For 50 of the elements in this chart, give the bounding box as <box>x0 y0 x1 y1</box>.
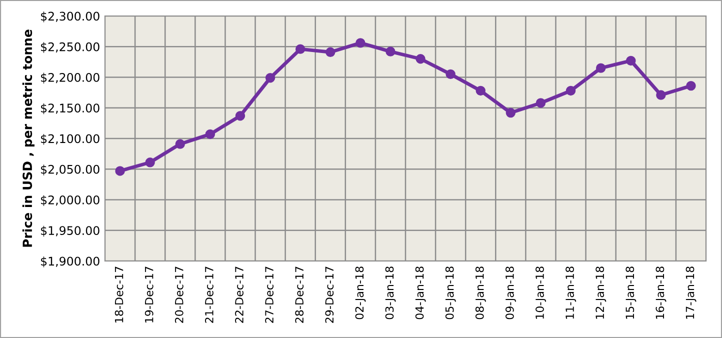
x-tick-label: 04-Jan-18 <box>415 266 426 320</box>
y-tick-label: $2,200.00 <box>41 72 100 84</box>
point <box>205 129 216 140</box>
y-tick-label: $1,950.00 <box>41 226 100 237</box>
point <box>506 108 516 118</box>
y-tick-label: $2,250.00 <box>41 42 100 53</box>
point <box>446 69 456 80</box>
point <box>626 56 636 66</box>
point <box>265 73 276 83</box>
y-tick-label: $2,000.00 <box>41 195 100 206</box>
point <box>596 63 606 73</box>
point <box>476 86 486 96</box>
point <box>175 139 185 149</box>
point <box>416 54 426 64</box>
point <box>386 46 396 56</box>
x-tick-label: 10-Jan-18 <box>536 266 546 319</box>
y-tick-label: $2,050.00 <box>41 164 100 176</box>
x-tick-label: 15-Jan-18 <box>626 266 636 319</box>
x-tick-label: 18-Dec-17 <box>114 266 124 322</box>
point <box>536 98 546 108</box>
x-tick-label: 20-Dec-17 <box>174 266 184 323</box>
point <box>295 44 306 54</box>
x-tick-label: 27-Dec-17 <box>265 266 274 323</box>
x-tick-label: 09-Jan-18 <box>505 266 516 320</box>
y-axis-title: Price in USD , per metric tonne <box>22 30 34 247</box>
point <box>656 90 666 100</box>
x-tick-label: 21-Dec-17 <box>204 266 214 323</box>
y-tick-label: $2,100.00 <box>41 134 100 145</box>
point <box>235 110 246 121</box>
point <box>145 158 155 168</box>
x-tick-label: 19-Dec-17 <box>144 266 154 322</box>
x-tick-label: 02-Jan-18 <box>355 266 366 320</box>
x-tick-label: 16-Jan-18 <box>656 266 666 319</box>
x-tick-label: 29-Dec-17 <box>325 266 334 323</box>
point <box>326 47 336 57</box>
x-tick-label: 08-Jan-18 <box>475 266 486 320</box>
x-tick-label: 05-Jan-18 <box>445 266 456 320</box>
x-tick-label: 17-Jan-18 <box>686 266 696 319</box>
x-tick-label: 03-Jan-18 <box>385 266 396 320</box>
y-tick-label: $1,900.00 <box>41 256 100 268</box>
x-tick-label: 12-Jan-18 <box>596 266 606 319</box>
point <box>115 166 125 176</box>
y-tick-label: $2,150.00 <box>41 103 100 114</box>
x-tick-label: 11-Jan-18 <box>566 266 576 319</box>
point <box>686 80 696 91</box>
x-tick-label: 28-Dec-17 <box>295 266 304 323</box>
y-tick-label: $2,300.00 <box>41 12 100 22</box>
point <box>356 38 366 48</box>
point <box>566 86 576 96</box>
x-tick-label: 22-Dec-17 <box>235 266 244 323</box>
